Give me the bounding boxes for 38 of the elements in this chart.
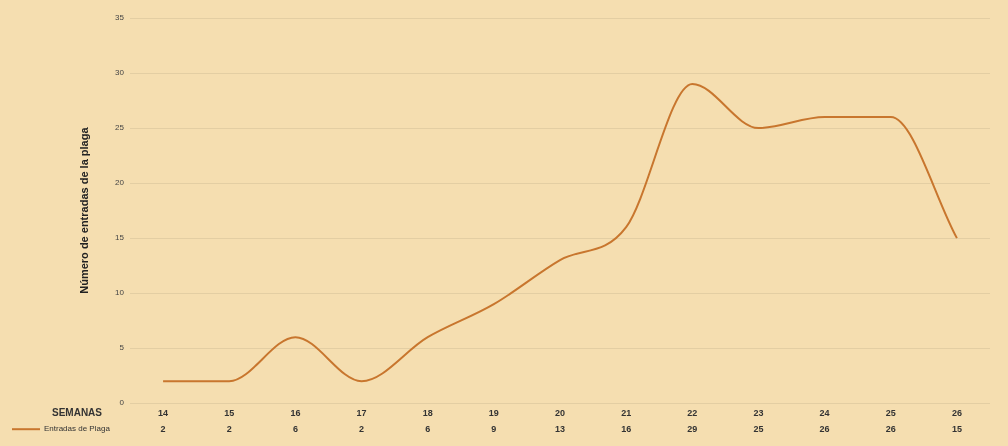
- x-tick-label: 18: [422, 408, 433, 419]
- data-label: 6: [425, 423, 431, 434]
- y-tick-label: 15: [115, 233, 125, 243]
- x-tick-label: 14: [158, 408, 169, 419]
- x-tick-label: 23: [753, 408, 764, 419]
- data-label: 2: [359, 423, 365, 434]
- y-tick-label: 0: [119, 398, 125, 408]
- data-label: 25: [753, 423, 764, 434]
- legend-label: Entradas de Plaga: [44, 424, 111, 434]
- y-tick-label: 20: [115, 178, 125, 188]
- data-label: 6: [292, 423, 298, 434]
- data-label: 26: [819, 423, 830, 434]
- data-label: 2: [160, 423, 166, 434]
- x-tick-label: 26: [951, 408, 962, 419]
- y-tick-label: 10: [115, 288, 125, 298]
- y-tick-label: 5: [119, 343, 125, 353]
- data-label: 13: [554, 423, 566, 434]
- data-label: 15: [951, 423, 962, 434]
- data-label: 26: [885, 423, 896, 434]
- x-tick-label: 25: [885, 408, 896, 419]
- x-tick-label: 16: [290, 408, 301, 419]
- x-tick-label: 20: [554, 408, 566, 419]
- data-label: 29: [687, 423, 698, 434]
- x-tick-label: 19: [488, 408, 499, 419]
- y-axis-title: Número de entradas de la plaga: [77, 126, 90, 294]
- y-tick-label: 30: [115, 68, 125, 78]
- x-tick-label: 17: [356, 408, 367, 419]
- x-axis-title: SEMANAS: [51, 406, 103, 418]
- x-tick-label: 21: [621, 408, 632, 419]
- x-tick-label: 15: [224, 408, 235, 419]
- y-tick-label: 35: [115, 13, 125, 23]
- data-label: 2: [226, 423, 232, 434]
- y-tick-label: 25: [115, 123, 125, 133]
- data-label: 9: [491, 423, 497, 434]
- data-label: 16: [621, 423, 632, 434]
- x-tick-label: 22: [687, 408, 698, 419]
- line-series: [162, 83, 958, 383]
- x-tick-label: 24: [819, 408, 830, 419]
